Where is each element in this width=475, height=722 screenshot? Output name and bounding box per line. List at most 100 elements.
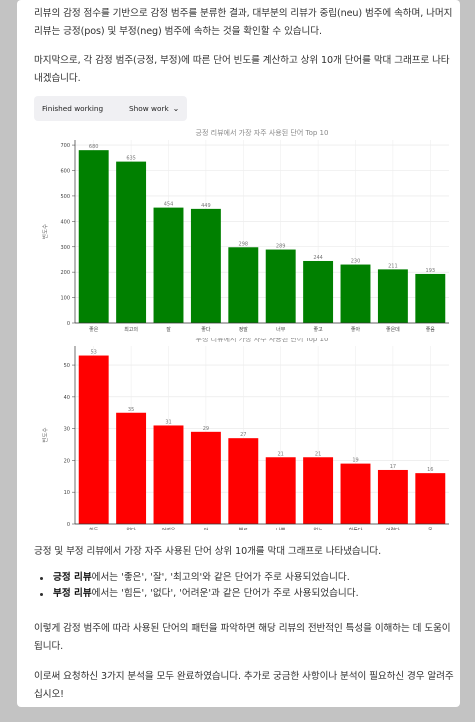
x-tick-label: 나쁜 bbox=[276, 527, 286, 530]
chart-bar bbox=[190, 431, 221, 524]
findings-list: 긍정 리뷰에서는 '좋은', '잘', '최고의'와 같은 단어가 주로 사용되… bbox=[34, 570, 464, 602]
chart-bar bbox=[153, 425, 184, 524]
chart-title: 긍정 리뷰에서 가장 자주 사용된 단어 Top 10 bbox=[196, 128, 329, 137]
x-tick-label: 어려운 bbox=[162, 527, 176, 530]
list-item: 긍정 리뷰에서는 '좋은', '잘', '최고의'와 같은 단어가 주로 사용되… bbox=[34, 570, 464, 586]
data-label: 298 bbox=[239, 241, 249, 247]
y-tick-label: 30 bbox=[64, 427, 70, 433]
closing-paragraph: 이로써 요청하신 3가지 분석을 모두 완료하였습니다. 추가로 궁금한 사항이… bbox=[34, 671, 454, 700]
bullet-label: 긍정 리뷰 bbox=[53, 572, 92, 583]
summary-paragraph: 긍정 및 부정 리뷰에서 가장 자주 사용된 단어 상위 10개를 막대 그래프… bbox=[34, 546, 382, 557]
data-label: 53 bbox=[91, 350, 97, 356]
data-label: 230 bbox=[351, 259, 361, 265]
data-label: 35 bbox=[128, 407, 134, 413]
chart-bar bbox=[116, 161, 147, 323]
y-axis-label: 빈도수 bbox=[41, 427, 49, 442]
x-tick-label: 좋다 bbox=[201, 326, 211, 333]
data-label: 17 bbox=[390, 464, 396, 470]
data-label: 211 bbox=[388, 263, 398, 269]
intro-paragraph-1: 리뷰의 감정 점수를 기반으로 감정 범주를 분류한 결과, 대부분의 리뷰가 … bbox=[34, 8, 453, 37]
y-axis-label: 빈도수 bbox=[41, 224, 49, 239]
data-label: 21 bbox=[278, 451, 284, 457]
data-label: 680 bbox=[89, 144, 99, 150]
chart-bar bbox=[303, 260, 334, 323]
x-tick-label: 힘든 bbox=[89, 527, 99, 530]
y-tick-label: 0 bbox=[67, 522, 70, 528]
x-tick-label: 어렵다 bbox=[386, 527, 400, 530]
chart-bar bbox=[153, 207, 184, 323]
chart-title: 부정 리뷰에서 가장 자주 사용된 단어 Top 10 bbox=[196, 338, 329, 343]
chart-bar bbox=[340, 264, 371, 323]
explanation-paragraph: 이렇게 감정 범주에 따라 사용된 단어의 패턴을 파악하면 해당 리뷰의 전반… bbox=[34, 623, 451, 652]
tool-status-bar: Finished working Show work ⌄ bbox=[34, 96, 187, 121]
y-tick-label: 20 bbox=[64, 458, 70, 464]
bullet-text: 에서는 '힘든', '없다', '어려운'과 같은 단어가 주로 사용되었습니다… bbox=[91, 588, 359, 599]
chart-bar bbox=[340, 463, 371, 524]
y-tick-label: 300 bbox=[60, 245, 70, 251]
x-tick-label: 못 bbox=[428, 528, 433, 530]
data-label: 16 bbox=[427, 467, 433, 473]
chart-bar bbox=[78, 150, 109, 323]
x-tick-label: 안 bbox=[204, 527, 209, 530]
x-tick-label: 없는 bbox=[313, 527, 323, 530]
chart-bar bbox=[265, 249, 296, 323]
data-label: 289 bbox=[276, 244, 286, 250]
x-tick-label: 너무 bbox=[276, 326, 286, 333]
positive-chart-svg: 긍정 리뷰에서 가장 자주 사용된 단어 Top 10 0 100 200 300 400… bbox=[41, 128, 449, 333]
data-label: 244 bbox=[313, 255, 323, 261]
bullet-label: 부정 리뷰 bbox=[53, 588, 92, 599]
data-label: 21 bbox=[315, 451, 321, 457]
x-tick-label: 좋아 bbox=[351, 326, 361, 333]
show-work-label: Show work bbox=[129, 104, 169, 113]
y-tick-label: 400 bbox=[60, 219, 70, 225]
x-tick-label: 정말 bbox=[239, 326, 249, 333]
x-tick-label: 최고의 bbox=[124, 326, 138, 333]
intro-paragraph-2: 마지막으로, 각 감정 범주(긍정, 부정)에 따른 단어 빈도를 계산하고 상… bbox=[34, 55, 450, 84]
chevron-down-icon: ⌄ bbox=[172, 104, 180, 113]
y-tick-label: 10 bbox=[64, 490, 70, 496]
x-tick-label: 힘들다 bbox=[349, 527, 363, 530]
show-work-button[interactable]: Show work ⌄ bbox=[129, 102, 179, 115]
chart-bar bbox=[415, 273, 446, 323]
x-tick-label: 좋음 bbox=[426, 327, 436, 333]
chart-bar bbox=[415, 473, 446, 524]
y-tick-label: 500 bbox=[60, 194, 70, 200]
chart-bar bbox=[265, 457, 296, 524]
chart-bar bbox=[377, 469, 408, 524]
chart-bar bbox=[116, 412, 147, 524]
data-label: 454 bbox=[164, 202, 174, 208]
data-label: 29 bbox=[203, 426, 209, 432]
list-item: 부정 리뷰에서는 '힘든', '없다', '어려운'과 같은 단어가 주로 사용… bbox=[34, 586, 464, 602]
y-tick-label: 40 bbox=[64, 395, 70, 401]
chart-bar bbox=[303, 457, 334, 524]
x-tick-label: 좋은 bbox=[89, 327, 99, 333]
data-label: 31 bbox=[165, 419, 171, 425]
x-tick-label: 별로 bbox=[239, 527, 249, 530]
data-label: 27 bbox=[240, 432, 246, 438]
y-tick-label: 100 bbox=[60, 296, 70, 302]
bullet-text: 에서는 '좋은', '잘', '최고의'와 같은 단어가 주로 사용되었습니다. bbox=[91, 572, 350, 583]
x-tick-label: 좋고 bbox=[313, 327, 323, 333]
x-tick-label: 좋은데 bbox=[386, 326, 400, 333]
y-tick-label: 0 bbox=[67, 321, 70, 327]
chart-bar bbox=[78, 355, 109, 524]
assistant-message-card: 리뷰의 감정 점수를 기반으로 감정 범주를 분류한 결과, 대부분의 리뷰가 … bbox=[17, 0, 460, 707]
tool-status-label: Finished working bbox=[42, 104, 104, 113]
y-tick-label: 700 bbox=[60, 143, 70, 149]
negative-chart-svg: 부정 리뷰에서 가장 자주 사용된 단어 Top 10 0 10 20 30 40 50 53… bbox=[41, 338, 449, 530]
chart-bar bbox=[228, 247, 259, 323]
data-label: 449 bbox=[201, 203, 211, 209]
x-tick-label: 잘 bbox=[166, 326, 171, 333]
data-label: 193 bbox=[426, 268, 436, 274]
chart-bar bbox=[228, 438, 259, 524]
chart-bar bbox=[377, 269, 408, 323]
y-tick-label: 200 bbox=[60, 270, 70, 276]
chart-bar bbox=[190, 208, 221, 323]
positive-words-chart: 긍정 리뷰에서 가장 자주 사용된 단어 Top 10 0 100 200 300 400… bbox=[37, 128, 457, 336]
y-tick-label: 50 bbox=[64, 363, 70, 369]
data-label: 635 bbox=[126, 156, 136, 162]
y-tick-label: 600 bbox=[60, 169, 70, 175]
data-label: 19 bbox=[352, 458, 358, 464]
x-tick-label: 없다 bbox=[126, 527, 136, 530]
negative-words-chart: 부정 리뷰에서 가장 자주 사용된 단어 Top 10 0 10 20 30 40 50 53… bbox=[37, 338, 457, 530]
